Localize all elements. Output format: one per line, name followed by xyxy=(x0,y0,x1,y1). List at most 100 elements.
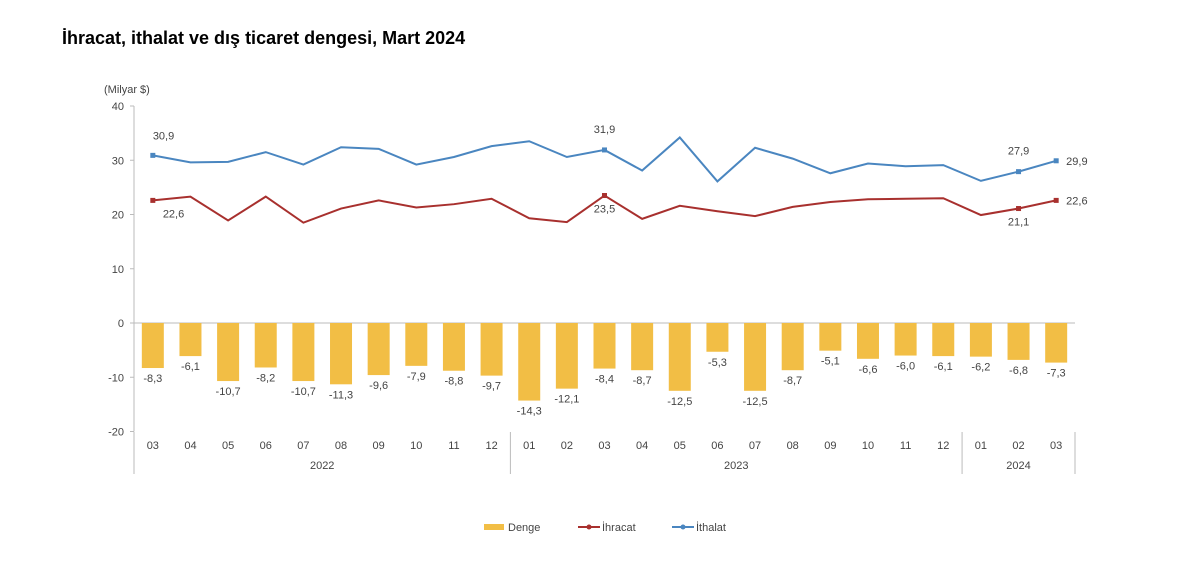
bar-denge xyxy=(819,323,842,351)
y-axis-label: (Milyar $) xyxy=(104,84,150,96)
y-tick-label: 0 xyxy=(118,318,124,330)
x-tick-label: 05 xyxy=(222,440,234,452)
x-tick-label: 07 xyxy=(297,440,309,452)
x-tick-label: 01 xyxy=(975,440,987,452)
legend-swatch-denge xyxy=(484,524,504,530)
bar-label: -6,1 xyxy=(934,361,953,373)
y-tick-label: -20 xyxy=(108,427,124,439)
bar-label: -9,7 xyxy=(482,381,501,393)
bar-denge xyxy=(217,323,240,382)
x-tick-label: 09 xyxy=(824,440,836,452)
point-label: 23,5 xyxy=(594,204,615,216)
y-tick-label: 20 xyxy=(112,210,124,222)
y-tick-label: 30 xyxy=(112,155,124,167)
bar-label: -12,1 xyxy=(554,394,579,406)
x-tick-label: 06 xyxy=(260,440,272,452)
chart-title: İhracat, ithalat ve dış ticaret dengesi,… xyxy=(62,28,466,48)
year-label: 2023 xyxy=(724,460,748,472)
point-marker xyxy=(1016,169,1022,175)
x-tick-label: 08 xyxy=(335,440,347,452)
year-label: 2022 xyxy=(310,460,334,472)
bar-denge xyxy=(518,323,541,401)
point-label: 29,9 xyxy=(1066,156,1087,168)
bar-denge xyxy=(405,323,428,366)
bar-label: -6,8 xyxy=(1009,365,1028,377)
bar-label: -11,3 xyxy=(329,389,353,401)
bar-label: -7,3 xyxy=(1047,368,1066,380)
bar-denge xyxy=(932,323,955,357)
x-tick-label: 11 xyxy=(900,440,911,452)
bar-label: -14,3 xyxy=(517,406,542,418)
bar-label: -8,4 xyxy=(595,374,614,386)
bar-denge xyxy=(744,323,767,391)
bar-denge xyxy=(480,323,503,376)
bar-label: -5,3 xyxy=(708,357,727,369)
bar-denge xyxy=(631,323,654,371)
bar-label: -12,5 xyxy=(743,396,768,408)
bar-denge xyxy=(856,323,879,359)
x-tick-label: 02 xyxy=(561,440,573,452)
bar-label: -8,7 xyxy=(633,375,652,387)
x-tick-label: 03 xyxy=(598,440,610,452)
bar-denge xyxy=(442,323,465,371)
x-tick-label: 02 xyxy=(1012,440,1024,452)
x-tick-label: 10 xyxy=(410,440,422,452)
bar-denge xyxy=(179,323,202,357)
y-tick-label: -10 xyxy=(108,372,124,384)
bar-denge xyxy=(894,323,917,356)
point-label: 27,9 xyxy=(1008,146,1029,158)
x-tick-label: 10 xyxy=(862,440,874,452)
point-label: 22,6 xyxy=(1066,195,1087,207)
bar-denge xyxy=(141,323,164,369)
point-marker xyxy=(602,147,607,153)
bar-denge xyxy=(330,323,353,385)
x-tick-label: 12 xyxy=(937,440,949,452)
legend-label: Denge xyxy=(508,522,540,534)
bar-label: -9,6 xyxy=(369,380,388,392)
x-tick-label: 08 xyxy=(787,440,799,452)
bar-label: -5,1 xyxy=(821,356,840,368)
bar-denge xyxy=(1007,323,1030,360)
point-label: 31,9 xyxy=(594,124,615,136)
bar-denge xyxy=(668,323,691,391)
bar-label: -6,1 xyxy=(181,361,200,373)
year-label: 2024 xyxy=(1006,460,1030,472)
y-tick-label: 40 xyxy=(112,101,124,113)
legend-label: İthalat xyxy=(696,521,726,534)
x-tick-label: 06 xyxy=(711,440,723,452)
bar-label: -6,6 xyxy=(858,364,877,376)
x-tick-label: 04 xyxy=(636,440,648,452)
point-label: 21,1 xyxy=(1008,217,1029,229)
legend-label: İhracat xyxy=(602,521,636,534)
bar-label: -8,7 xyxy=(783,375,802,387)
bar-label: -12,5 xyxy=(667,396,692,408)
bar-denge xyxy=(254,323,277,368)
legend-marker xyxy=(680,524,686,530)
bar-label: -6,2 xyxy=(971,362,990,374)
x-tick-label: 09 xyxy=(373,440,385,452)
x-tick-label: 03 xyxy=(1050,440,1062,452)
bar-denge xyxy=(555,323,578,389)
x-tick-label: 05 xyxy=(674,440,686,452)
bar-label: -7,9 xyxy=(407,371,426,383)
point-label: 30,9 xyxy=(153,130,174,142)
bar-label: -8,8 xyxy=(444,376,463,388)
bar-denge xyxy=(593,323,616,369)
x-tick-label: 01 xyxy=(523,440,535,452)
point-marker xyxy=(602,193,607,199)
bar-denge xyxy=(969,323,992,357)
bar-denge xyxy=(706,323,729,352)
point-marker xyxy=(1016,206,1022,212)
point-marker xyxy=(1053,197,1059,203)
x-tick-label: 12 xyxy=(485,440,497,452)
line-ithalat xyxy=(152,136,1057,183)
bar-denge xyxy=(1045,323,1068,363)
x-tick-label: 03 xyxy=(147,440,159,452)
point-marker xyxy=(150,197,156,203)
point-marker xyxy=(1053,158,1059,164)
bar-label: -8,3 xyxy=(143,373,162,385)
x-tick-label: 11 xyxy=(448,440,459,452)
legend-marker xyxy=(586,524,592,530)
bar-label: -10,7 xyxy=(291,386,316,398)
